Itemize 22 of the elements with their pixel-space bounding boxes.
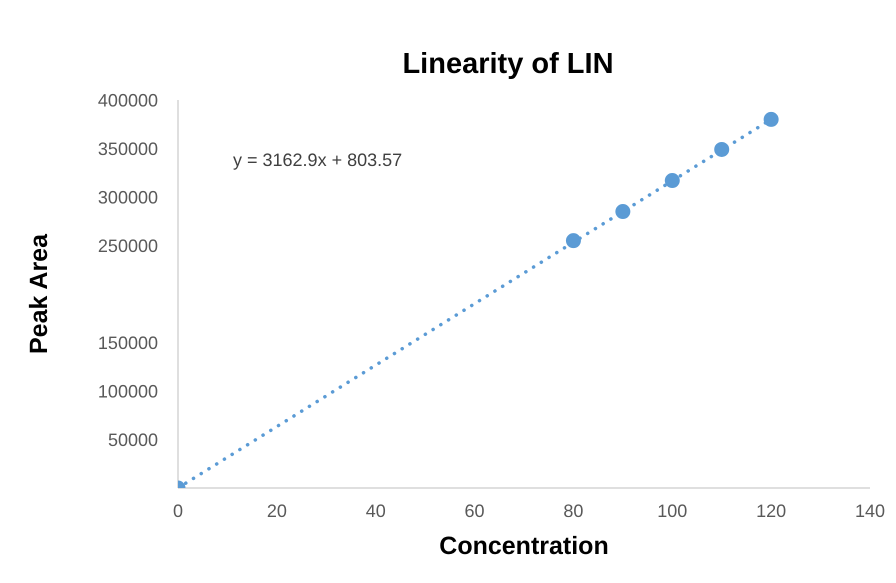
y-tick-label: 300000 [98,187,158,208]
x-tick-label: 100 [657,500,688,521]
point [664,173,680,188]
x-tick-label: 140 [854,500,886,521]
x-axis-title: Concentration [439,532,609,560]
y-tick-label: 250000 [98,236,158,256]
y-tick-label: 150000 [98,332,158,353]
point [764,112,779,127]
y-tick-label: 50000 [108,430,158,450]
x-tick-label: 20 [266,500,287,521]
y-tick-label: 350000 [98,138,158,159]
x-tick-label: 0 [172,500,184,521]
y-tick-label: 400000 [98,90,158,110]
y-tick-label: 100000 [98,381,158,402]
point [566,233,581,248]
x-tick-label: 120 [756,500,786,521]
annotation: y = 3162.9x + 803.57 [233,150,402,170]
x-tick-label: 60 [464,500,485,521]
x-tick-label: 80 [563,500,584,521]
x-tick-label: 40 [366,500,386,521]
chart-title: Linearity of LIN [402,48,614,80]
y-axis-title: Peak Area [24,232,53,354]
